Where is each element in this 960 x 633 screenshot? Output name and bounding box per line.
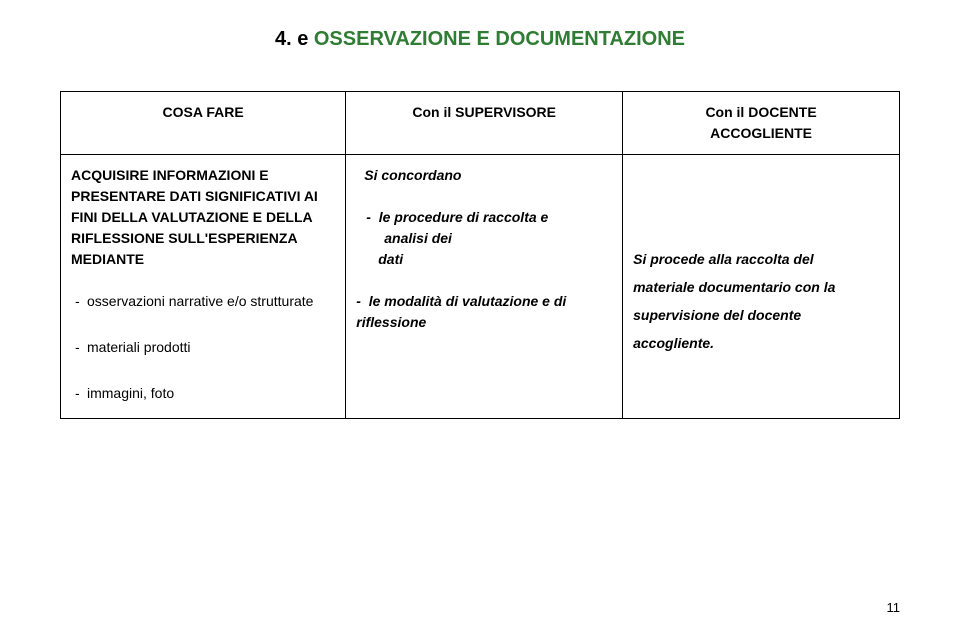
body-col-c: Si procede alla raccolta del materiale d… — [623, 155, 900, 419]
list-item: -immagini, foto — [75, 383, 335, 404]
col-b-item2: - le modalità di valutazione e di rifles… — [356, 291, 612, 333]
main-table: COSA FARE Con il SUPERVISORE Con il DOCE… — [60, 91, 900, 419]
col-a-list: -osservazioni narrative e/o strutturate … — [75, 291, 335, 404]
header-col-c: Con il DOCENTE ACCOGLIENTE — [623, 92, 900, 155]
col-b-item1-l2: analisi dei — [384, 230, 452, 246]
header-col-a: COSA FARE — [61, 92, 346, 155]
col-c-l3: supervisione del docente — [633, 301, 889, 329]
col-b-item1-l3: dati — [378, 251, 403, 267]
title-green2: DOCUMENTAZIONE — [495, 28, 685, 50]
title-prefix: 4. e — [275, 28, 314, 50]
body-row: ACQUISIRE INFORMAZIONI E PRESENTARE DATI… — [61, 155, 900, 419]
list-item: -materiali prodotti — [75, 337, 335, 358]
header-row: COSA FARE Con il SUPERVISORE Con il DOCE… — [61, 92, 900, 155]
page-title: 4. e OSSERVAZIONE E DOCUMENTAZIONE — [60, 28, 900, 51]
col-a-item-0: osservazioni narrative e/o strutturate — [87, 293, 313, 309]
col-b-item1: - le procedure di raccolta e analisi dei… — [356, 207, 612, 270]
col-c-l1: Si procede alla raccolta del — [633, 245, 889, 273]
list-item: -osservazioni narrative e/o strutturate — [75, 291, 335, 312]
body-col-a: ACQUISIRE INFORMAZIONI E PRESENTARE DATI… — [61, 155, 346, 419]
col-a-item-2: immagini, foto — [87, 385, 174, 401]
col-b-lead: Si concordano — [364, 165, 612, 186]
col-c-l2: materiale documentario con la — [633, 273, 889, 301]
header-col-c-line2: ACCOGLIENTE — [710, 125, 812, 141]
body-col-b: Si concordano - le procedure di raccolta… — [346, 155, 623, 419]
col-b-item2-text: le modalità di valutazione e di riflessi… — [356, 293, 566, 330]
col-b-item1-l1: le procedure di raccolta e — [379, 209, 549, 225]
header-col-b: Con il SUPERVISORE — [346, 92, 623, 155]
col-c-l4: accogliente. — [633, 329, 889, 357]
page-number: 11 — [887, 600, 901, 615]
title-mid: E — [471, 28, 495, 50]
col-a-lead: ACQUISIRE INFORMAZIONI E PRESENTARE DATI… — [71, 165, 335, 270]
title-green1: OSSERVAZIONE — [314, 28, 471, 50]
header-col-c-line1: Con il DOCENTE — [705, 104, 816, 120]
col-a-item-1: materiali prodotti — [87, 339, 191, 355]
